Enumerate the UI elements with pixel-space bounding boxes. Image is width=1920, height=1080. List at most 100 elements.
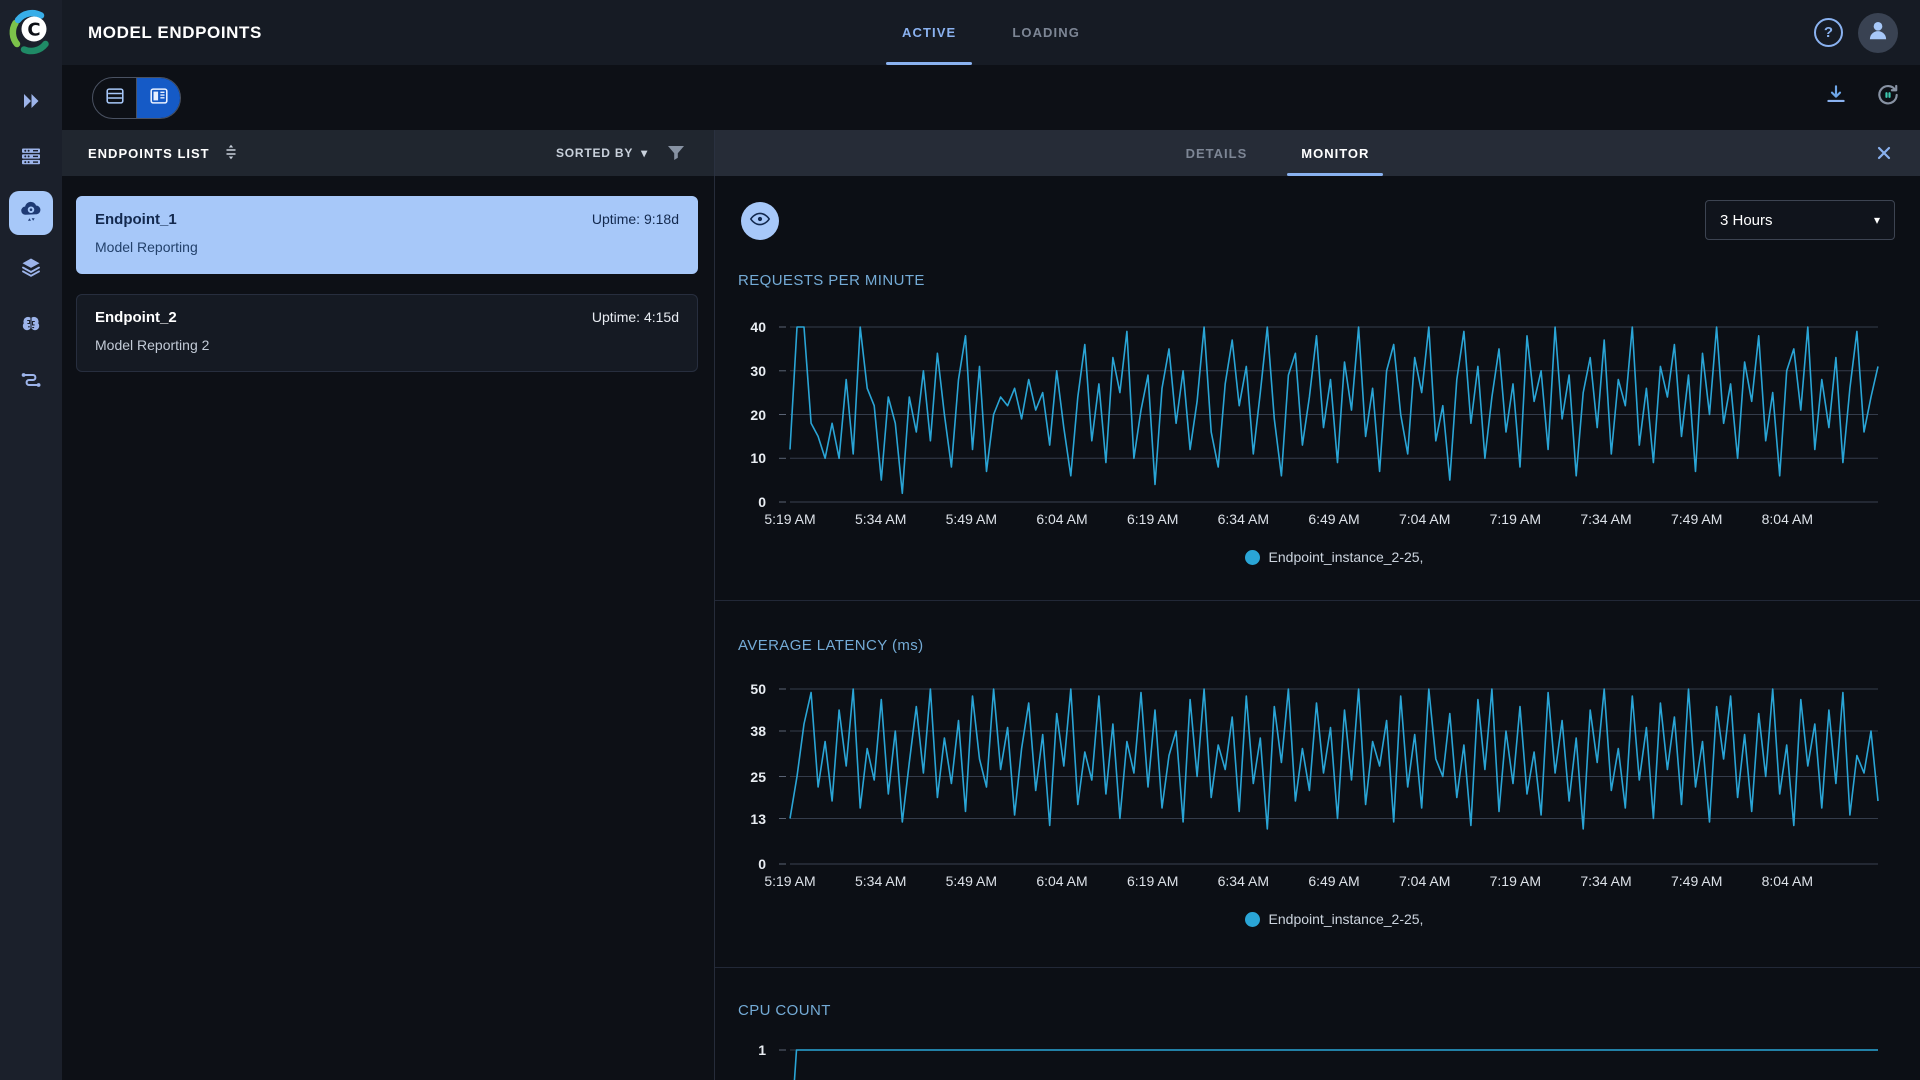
x-tick-label: 6:04 AM — [1036, 511, 1088, 527]
tab-active[interactable]: ACTIVE — [885, 0, 973, 65]
sidebar-item-workers-queues[interactable] — [9, 136, 53, 180]
endpoints-list-title: ENDPOINTS LIST — [88, 130, 240, 176]
clearml-logo[interactable]: C — [7, 8, 55, 56]
endpoint-name: Endpoint_2 — [95, 309, 177, 326]
split-view-button[interactable] — [137, 78, 180, 118]
y-tick-label: 38 — [750, 723, 766, 739]
time-range-value: 3 Hours — [1720, 211, 1773, 229]
endpoints-list: Endpoint_1 Uptime: 9:18d Model Reporting… — [62, 176, 715, 1080]
x-tick-label: 7:04 AM — [1399, 511, 1451, 527]
toolbar — [62, 65, 1920, 130]
x-tick-label: 7:49 AM — [1671, 873, 1723, 889]
sidebar-item-launch[interactable] — [9, 81, 53, 125]
chart-plot — [779, 688, 1879, 865]
content: Endpoint_1 Uptime: 9:18d Model Reporting… — [62, 176, 1920, 1080]
brain-icon — [19, 312, 43, 341]
y-tick-label: 10 — [750, 450, 766, 467]
table-view-button[interactable] — [93, 78, 137, 118]
time-range-select[interactable]: 3 Hours ▾ — [1705, 200, 1895, 240]
y-tick-label: 40 — [750, 319, 766, 335]
datasets-layers-icon — [19, 255, 43, 284]
download-button[interactable] — [1822, 84, 1850, 112]
view-mode-toggle — [92, 77, 181, 119]
legend-label: Endpoint_instance_2-25, — [1268, 549, 1424, 565]
y-tick-label: 1 — [758, 1042, 766, 1058]
filter-button[interactable] — [664, 141, 688, 165]
monitor-panel: 3 Hours ▾ REQUESTS PER MINUTE 0 10 20 30 40 … — [715, 176, 1920, 1080]
chart-plot — [779, 1049, 1878, 1080]
sidebar-item-brain[interactable] — [9, 304, 53, 348]
x-tick-label: 6:34 AM — [1217, 873, 1269, 889]
sidebar-item-datasets[interactable] — [9, 247, 53, 291]
close-icon — [1874, 146, 1894, 167]
tab-details[interactable]: DETAILS — [1185, 145, 1248, 161]
topbar: MODEL ENDPOINTS ACTIVE LOADING ? — [62, 0, 1920, 66]
svg-text:C: C — [27, 20, 40, 41]
y-tick-label: 13 — [750, 810, 766, 827]
chevron-down-icon: ▾ — [641, 146, 648, 160]
chevron-down-icon: ▾ — [1873, 213, 1880, 227]
user-avatar[interactable] — [1858, 12, 1898, 53]
endpoint-name: Endpoint_1 — [95, 211, 177, 228]
eye-icon — [748, 207, 772, 236]
topbar-icons: ? — [1814, 0, 1898, 65]
x-tick-label: 5:34 AM — [855, 873, 907, 889]
person-icon — [1865, 17, 1891, 48]
x-tick-label: 6:04 AM — [1036, 873, 1088, 889]
top-tabs: ACTIVE LOADING — [62, 0, 1920, 65]
section-divider — [715, 600, 1920, 601]
y-axis-ticks: 1 — [734, 1026, 778, 1080]
y-tick-label: 20 — [750, 406, 766, 423]
chart-title-requests: REQUESTS PER MINUTE — [738, 272, 925, 289]
x-tick-label: 7:34 AM — [1580, 873, 1632, 889]
sorted-by-label: SORTED BY — [555, 146, 634, 160]
help-icon[interactable]: ? — [1814, 18, 1843, 47]
section-divider — [715, 967, 1920, 968]
chart-legend[interactable]: Endpoint_instance_2-25, — [790, 549, 1878, 565]
x-tick-label: 6:19 AM — [1127, 873, 1179, 889]
y-tick-label: 50 — [750, 681, 766, 697]
close-panel-button[interactable] — [1874, 143, 1894, 163]
chart-title-latency: AVERAGE LATENCY (ms) — [738, 637, 924, 654]
endpoint-uptime: Uptime: 4:15d — [591, 309, 679, 325]
x-tick-label: 5:19 AM — [764, 873, 816, 889]
model-endpoints-icon — [18, 198, 44, 229]
x-tick-label: 5:34 AM — [855, 511, 907, 527]
x-tick-label: 6:49 AM — [1308, 873, 1360, 889]
x-axis-ticks: 5:19 AM 5:34 AM 5:49 AM 6:04 AM 6:19 AM 6:34 … — [764, 511, 1878, 529]
x-tick-label: 6:19 AM — [1127, 511, 1179, 527]
requests-per-minute-chart: 0 10 20 30 40 5:19 AM 5:34 AM 5:49 AM 6:04 AM 6:… — [750, 319, 1879, 565]
sidebar-item-pipelines[interactable] — [9, 360, 53, 404]
endpoint-model: Model Reporting — [95, 239, 198, 255]
tab-monitor[interactable]: MONITOR — [1287, 130, 1384, 176]
endpoint-uptime: Uptime: 9:18d — [591, 211, 679, 227]
split-view-icon — [148, 85, 170, 112]
legend-dot — [1244, 549, 1260, 565]
detail-panel-header: DETAILS MONITOR — [715, 130, 1920, 176]
auto-refresh-button[interactable] — [1874, 84, 1902, 112]
sorted-by-dropdown[interactable]: SORTED BY ▾ — [556, 130, 648, 176]
x-tick-label: 7:19 AM — [1489, 873, 1541, 889]
x-tick-label: 6:34 AM — [1217, 511, 1269, 527]
y-tick-label: 25 — [750, 768, 766, 785]
auto-refresh-icon — [1875, 82, 1901, 113]
tab-loading[interactable]: LOADING — [1012, 25, 1080, 40]
chart-legend[interactable]: Endpoint_instance_2-25, — [790, 911, 1878, 927]
pipelines-icon — [19, 368, 43, 397]
x-tick-label: 8:04 AM — [1761, 873, 1813, 889]
legend-label: Endpoint_instance_2-25, — [1268, 911, 1424, 927]
y-tick-label: 30 — [750, 362, 766, 379]
main-area: MODEL ENDPOINTS ACTIVE LOADING ? — [62, 0, 1920, 1080]
endpoint-row-2[interactable]: Endpoint_2 Uptime: 4:15d Model Reporting… — [76, 294, 698, 372]
sidebar-item-model-endpoints[interactable] — [9, 191, 53, 235]
endpoints-panel-header: ENDPOINTS LIST SORTED BY ▾ — [62, 130, 715, 176]
endpoint-row-1[interactable]: Endpoint_1 Uptime: 9:18d Model Reporting — [76, 196, 698, 274]
page-title: MODEL ENDPOINTS — [88, 23, 262, 42]
sort-order-icon[interactable] — [222, 143, 240, 164]
average-latency-chart: 0 13 25 38 50 5:19 AM 5:34 AM 5:49 AM 6:04 AM 6:… — [750, 681, 1879, 927]
x-tick-label: 7:19 AM — [1489, 511, 1541, 527]
x-tick-label: 7:04 AM — [1399, 873, 1451, 889]
visibility-toggle-button[interactable] — [741, 202, 779, 240]
chart-plot — [779, 326, 1879, 503]
